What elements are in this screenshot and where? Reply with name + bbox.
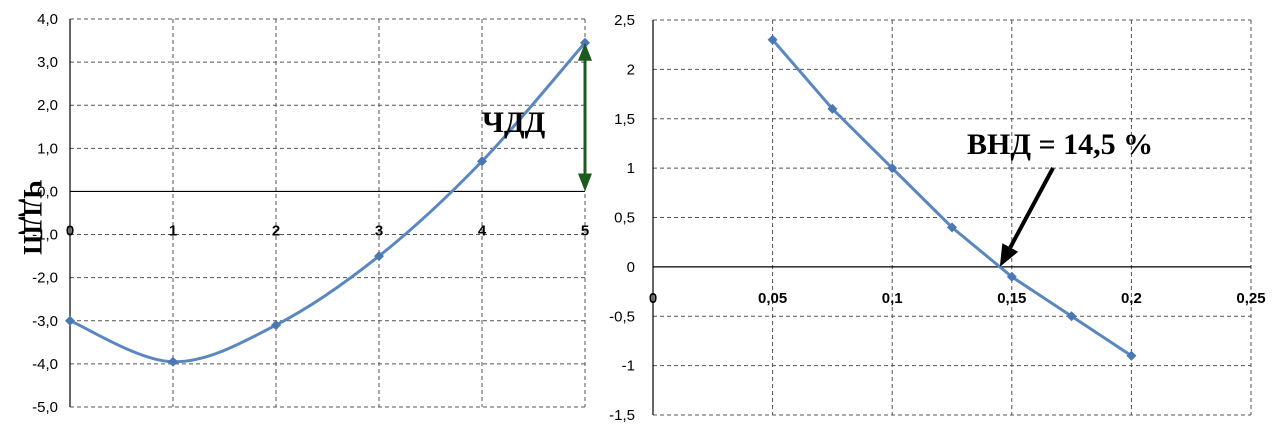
x-tick-label: 0,25 <box>1236 290 1265 307</box>
data-point <box>1126 350 1137 361</box>
y-tick-label: -1,0 <box>32 227 58 244</box>
data-point <box>947 222 957 233</box>
y-tick-label: -0,5 <box>609 308 635 325</box>
x-tick-label: 4 <box>478 222 487 239</box>
data-point <box>168 356 178 367</box>
x-tick-label: 3 <box>375 222 383 239</box>
irr-chart-svg: 2,5 2 1,5 1 0,5 0 -0,5 -1 -1,5 0 0,05 0,1 0,15 0,2 0,2… <box>609 12 1265 424</box>
irr-arrow-shaft <box>1008 167 1055 249</box>
y-tick-label: -2,0 <box>32 270 58 287</box>
x-tick-label: 5 <box>581 222 589 239</box>
data-point <box>827 103 838 114</box>
irr-arrow-head <box>999 243 1019 267</box>
x-tick-label: 0,15 <box>997 290 1026 307</box>
data-point <box>477 156 487 167</box>
x-tick-label: 0,05 <box>758 290 787 307</box>
y-tick-label: 0,0 <box>37 183 58 200</box>
y-tick-label: 0,5 <box>614 210 635 227</box>
y-tick-label: -1 <box>622 358 635 375</box>
data-point <box>1006 271 1017 282</box>
y-tick-label: -4,0 <box>32 356 58 373</box>
data-point <box>271 320 281 331</box>
series-line <box>771 38 1133 358</box>
y-tick-label: 2,5 <box>614 12 635 29</box>
irr-chart: 2,5 2 1,5 1 0,5 0 -0,5 -1 -1,5 0 0,05 0,1 0,15 0,2 0,2… <box>605 0 1279 428</box>
y-tick-label: 3,0 <box>37 54 58 71</box>
x-tick-label: 1 <box>169 222 177 239</box>
npv-chart: 4,0 3,0 2,0 1,0 0,0 -1,0 -2,0 -3,0 -4,0 -5,0 0 1 2 3 4… <box>0 0 600 428</box>
y-tick-label: 2 <box>627 61 635 78</box>
y-tick-label: 4,0 <box>37 11 58 28</box>
x-tick-label: 0 <box>66 222 74 239</box>
irr-annotation: ВНД = 14,5 % <box>967 128 1153 161</box>
x-tick-label: 0,1 <box>882 290 903 307</box>
x-tick-label: 0 <box>649 290 657 307</box>
y-tick-label: -1,5 <box>609 407 635 424</box>
series-line <box>69 41 587 364</box>
y-tick-label: 1,5 <box>614 111 635 128</box>
data-point <box>887 163 898 174</box>
data-point <box>767 34 778 45</box>
y-tick-label: -3,0 <box>32 313 58 330</box>
npv-chart-svg: 4,0 3,0 2,0 1,0 0,0 -1,0 -2,0 -3,0 -4,0 -5,0 0 1 2 3 4… <box>18 11 592 416</box>
npv-arrow-head-top <box>578 42 592 61</box>
x-tick-label: 0,2 <box>1121 290 1142 307</box>
data-point <box>65 315 75 326</box>
x-tick-label: 2 <box>272 222 280 239</box>
y-tick-label: 1 <box>627 160 635 177</box>
npv-arrow-head-bottom <box>578 173 592 192</box>
data-point <box>374 251 384 262</box>
y-tick-label: 0 <box>627 259 635 276</box>
y-tick-label: 2,0 <box>37 97 58 114</box>
y-axis-label: ЧДДП <box>18 180 47 255</box>
data-point <box>1066 311 1077 322</box>
y-tick-label: -5,0 <box>32 399 58 416</box>
npv-annotation: ЧДД <box>482 106 546 139</box>
y-tick-label: 1,0 <box>37 140 58 157</box>
